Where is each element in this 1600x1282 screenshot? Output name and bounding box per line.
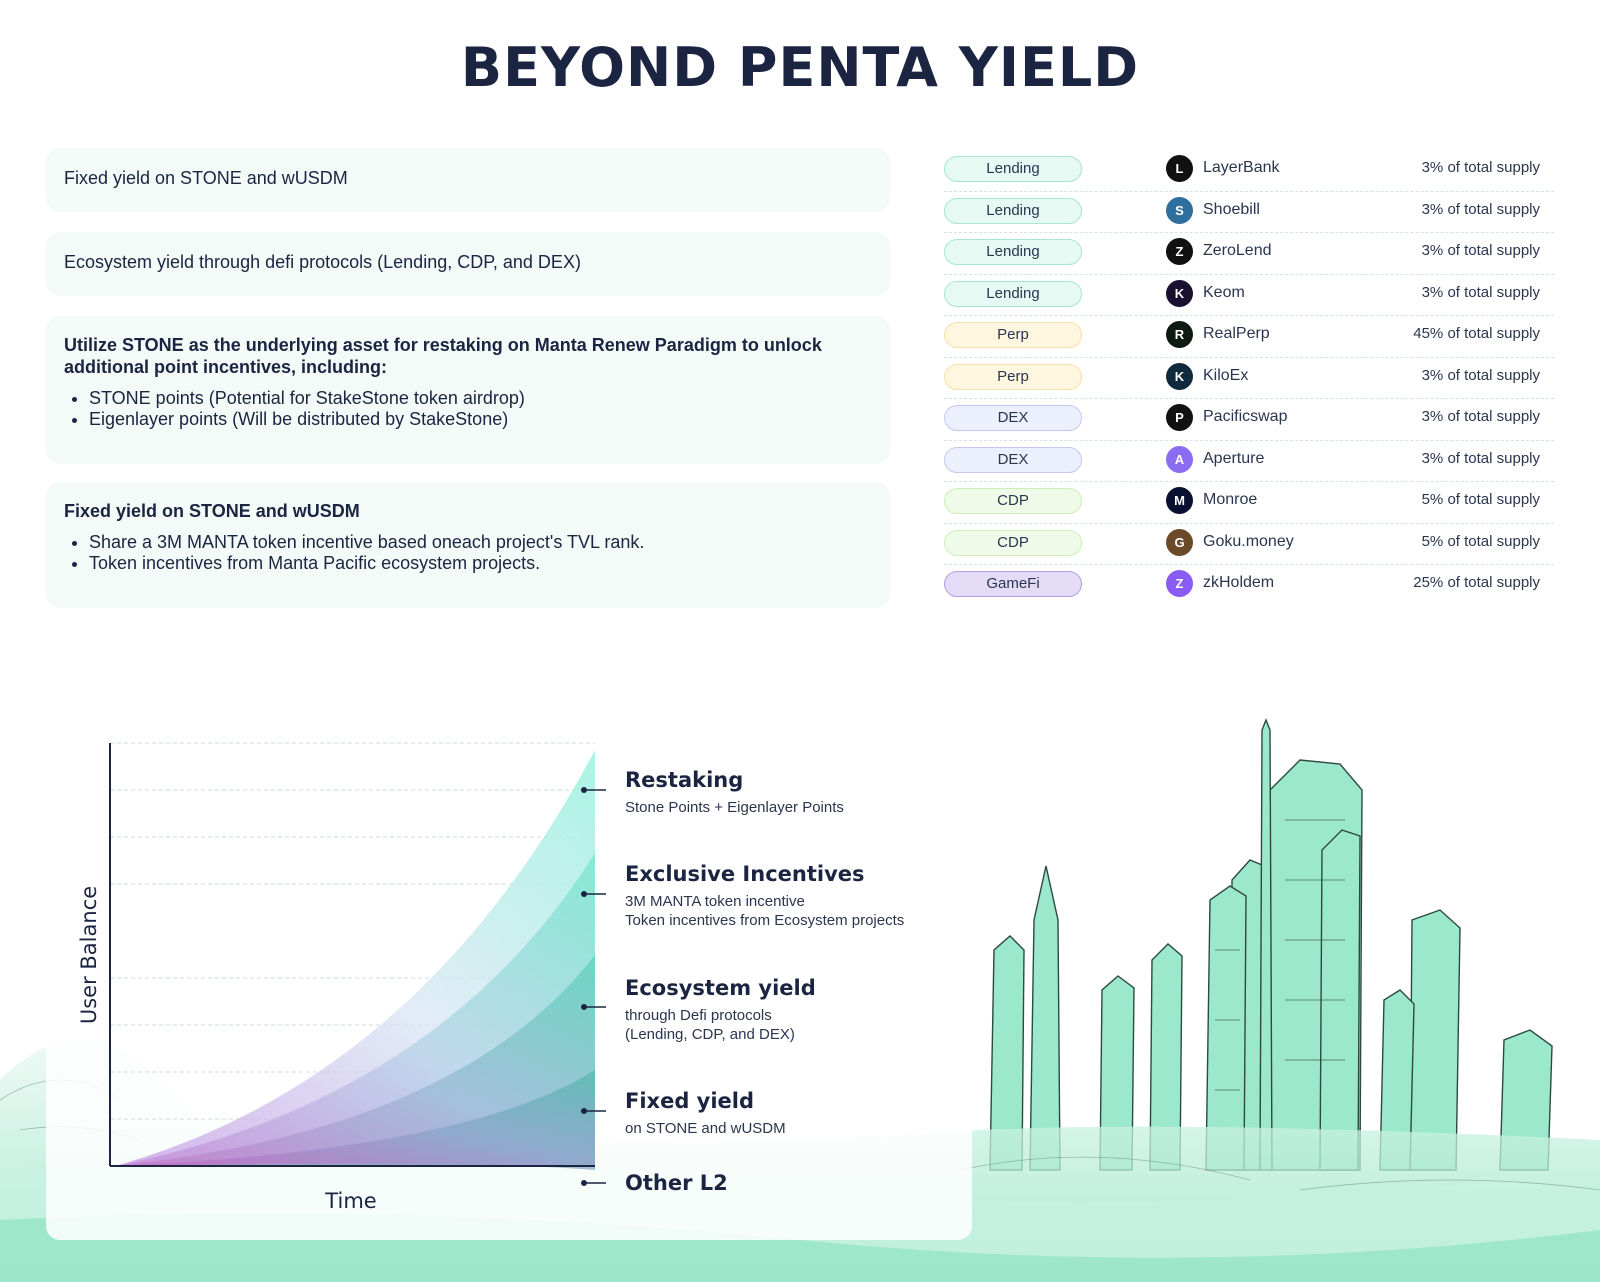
protocol-supply: 3% of total supply [1421, 159, 1540, 176]
protocol-logo-icon: L [1166, 155, 1193, 182]
protocol-supply: 45% of total supply [1413, 325, 1540, 342]
layer-sub: Stone Points + Eigenlayer Points [625, 799, 844, 816]
protocol-row: Perp R RealPerp 45% of total supply [944, 316, 1554, 358]
category-pill: Lending [944, 156, 1082, 182]
protocol-logo-icon: M [1166, 487, 1193, 514]
layer-label-exclusive-incentives: Exclusive Incentives 3M MANTA token ince… [581, 862, 904, 929]
protocol-name: Keom [1203, 283, 1245, 301]
protocol-row: DEX A Aperture 3% of total supply [944, 441, 1554, 482]
layer-sub: on STONE and wUSDM [625, 1120, 786, 1137]
protocol-name: Pacificswap [1203, 408, 1288, 425]
category-pill: DEX [944, 405, 1082, 431]
x-axis-label: Time [324, 1189, 376, 1213]
protocol-supply: 25% of total supply [1413, 574, 1540, 591]
protocol-supply: 3% of total supply [1421, 283, 1540, 301]
protocol-logo-icon: R [1166, 321, 1193, 348]
card-bullet: STONE points (Potential for StakeStone t… [89, 388, 872, 409]
layer-sub: (Lending, CDP, and DEX) [625, 1026, 795, 1043]
card-bullet: Share a 3M MANTA token incentive based o… [89, 532, 872, 553]
protocol-row: Lending S Shoebill 3% of total supply [944, 192, 1554, 233]
protocol-supply: 3% of total supply [1421, 408, 1540, 425]
card-bullets: STONE points (Potential for StakeStone t… [64, 388, 872, 430]
protocol-row: CDP M Monroe 5% of total supply [944, 482, 1554, 524]
category-pill: Lending [944, 280, 1082, 307]
card-bullet: Token incentives from Manta Pacific ecos… [89, 553, 872, 574]
category-pill: Lending [944, 197, 1082, 224]
card-ecosystem-yield: Ecosystem yield through defi protocols (… [46, 232, 890, 296]
layer-sub: Token incentives from Ecosystem projects [625, 912, 904, 929]
protocol-name: LayerBank [1203, 159, 1280, 176]
area-fixed-yield [115, 1070, 595, 1166]
protocol-logo-icon: Z [1166, 238, 1193, 265]
layer-label-ecosystem-yield: Ecosystem yield through Defi protocols (… [581, 976, 816, 1043]
protocol-logo-icon: P [1166, 404, 1193, 431]
grid-lines [110, 742, 595, 1120]
protocol-row: Lending K Keom 3% of total supply [944, 275, 1554, 316]
card-bullet: Eigenlayer points (Will be distributed b… [89, 409, 872, 430]
protocol-supply: 3% of total supply [1421, 449, 1540, 467]
protocol-name: Monroe [1203, 491, 1258, 508]
protocol-name: Shoebill [1203, 200, 1260, 218]
card-restaking: Utilize STONE as the underlying asset fo… [46, 316, 890, 464]
category-pill: GameFi [944, 571, 1082, 597]
layer-sub: 3M MANTA token incentive [625, 893, 805, 910]
protocol-row: Lending L LayerBank 3% of total supply [944, 150, 1554, 192]
protocol-supply: 3% of total supply [1421, 366, 1540, 384]
y-axis-label: User Balance [77, 886, 101, 1024]
card-bullets: Share a 3M MANTA token incentive based o… [64, 532, 872, 574]
protocol-row: Perp K KiloEx 3% of total supply [944, 358, 1554, 399]
layer-title: Other L2 [625, 1171, 728, 1195]
protocol-logo-icon: K [1166, 279, 1193, 307]
card-fixed-yield: Fixed yield on STONE and wUSDM [46, 148, 890, 212]
protocol-logo-icon: S [1166, 196, 1193, 224]
protocol-supply: 5% of total supply [1421, 491, 1540, 508]
protocol-supply: 3% of total supply [1421, 242, 1540, 259]
protocol-supply: 3% of total supply [1421, 200, 1540, 218]
protocol-row: DEX P Pacificswap 3% of total supply [944, 399, 1554, 441]
protocol-logo-icon: K [1166, 362, 1193, 390]
layer-sub: through Defi protocols [625, 1007, 772, 1024]
layer-title: Restaking [625, 768, 743, 792]
category-pill: CDP [944, 488, 1082, 514]
protocol-name: Goku.money [1203, 532, 1294, 550]
layer-label-other-l2: Other L2 [581, 1171, 728, 1195]
protocol-name: KiloEx [1203, 366, 1249, 384]
protocol-row: Lending Z ZeroLend 3% of total supply [944, 233, 1554, 275]
protocol-row: CDP G Goku.money 5% of total supply [944, 524, 1554, 565]
category-pill: CDP [944, 529, 1082, 556]
layer-label-fixed-yield: Fixed yield on STONE and wUSDM [581, 1089, 786, 1137]
category-pill: Perp [944, 322, 1082, 348]
layer-label-restaking: Restaking Stone Points + Eigenlayer Poin… [581, 768, 844, 816]
yield-stack-chart: User Balance Time Restaking Stone Points… [77, 742, 904, 1213]
protocol-name: ZeroLend [1203, 242, 1272, 259]
protocol-name: zkHoldem [1203, 574, 1275, 591]
category-pill: Perp [944, 363, 1082, 390]
protocol-name: RealPerp [1203, 325, 1270, 342]
card-text: Fixed yield on STONE and wUSDM [64, 168, 348, 188]
layer-title: Exclusive Incentives [625, 862, 865, 886]
protocol-supply: 5% of total supply [1421, 532, 1540, 550]
area-ecosystem-yield [115, 955, 595, 1166]
protocol-logo-icon: A [1166, 445, 1193, 473]
page-title: BEYOND PENTA YIELD [460, 36, 1140, 99]
category-pill: DEX [944, 446, 1082, 473]
protocol-list: Lending L LayerBank 3% of total supply Lendi… [944, 150, 1554, 607]
protocol-name: Aperture [1203, 449, 1265, 467]
layer-title: Ecosystem yield [625, 976, 816, 1000]
layer-title: Fixed yield [625, 1089, 754, 1113]
card-text: Ecosystem yield through defi protocols (… [64, 252, 581, 272]
protocol-logo-icon: Z [1166, 570, 1193, 597]
card-incentives: Fixed yield on STONE and wUSDM Share a 3… [46, 482, 890, 608]
protocol-logo-icon: G [1166, 528, 1193, 556]
category-pill: Lending [944, 239, 1082, 265]
card-heading: Utilize STONE as the underlying asset fo… [64, 335, 822, 377]
card-heading: Fixed yield on STONE and wUSDM [64, 501, 360, 521]
